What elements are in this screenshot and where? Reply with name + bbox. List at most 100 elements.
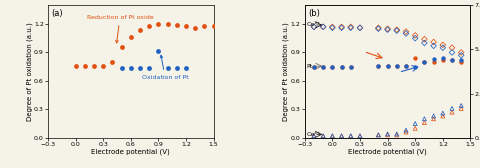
- Point: [164, 66, 171, 69]
- Point: [402, 64, 410, 67]
- Point: [338, 135, 346, 137]
- Text: Pt: Pt: [307, 64, 312, 69]
- Point: [338, 65, 346, 68]
- Point: [319, 65, 327, 68]
- Text: (b): (b): [308, 9, 320, 18]
- Point: [393, 64, 401, 67]
- Point: [411, 57, 419, 59]
- Point: [402, 32, 410, 35]
- Point: [420, 117, 428, 120]
- Point: [118, 66, 125, 69]
- Point: [319, 65, 327, 68]
- Point: [374, 27, 382, 30]
- Point: [420, 42, 428, 44]
- Point: [338, 26, 346, 29]
- Point: [310, 65, 318, 68]
- Point: [356, 135, 364, 137]
- Point: [430, 117, 437, 120]
- Point: [328, 135, 336, 137]
- Point: [136, 66, 144, 69]
- Point: [430, 58, 437, 60]
- Point: [328, 65, 336, 68]
- Point: [430, 115, 437, 117]
- Point: [402, 129, 410, 132]
- Point: [81, 64, 89, 67]
- Point: [319, 135, 327, 137]
- Point: [310, 65, 318, 68]
- Point: [411, 127, 419, 130]
- Point: [108, 61, 116, 63]
- Point: [457, 51, 465, 54]
- Point: [347, 135, 355, 137]
- Point: [439, 57, 446, 59]
- Point: [127, 66, 135, 69]
- Point: [328, 65, 336, 68]
- Point: [430, 45, 437, 47]
- Point: [393, 64, 401, 67]
- Point: [420, 61, 428, 63]
- Point: [420, 61, 428, 63]
- Point: [347, 65, 355, 68]
- Point: [384, 28, 391, 31]
- Point: [192, 26, 199, 29]
- Point: [393, 28, 401, 31]
- Point: [439, 46, 446, 49]
- Point: [118, 45, 125, 48]
- Text: Ce³⁺: Ce³⁺: [307, 23, 321, 27]
- Point: [448, 59, 456, 61]
- Y-axis label: Degree of Pt oxidation (a.u.): Degree of Pt oxidation (a.u.): [26, 22, 33, 121]
- Point: [155, 23, 162, 25]
- Point: [182, 25, 190, 27]
- Point: [136, 28, 144, 31]
- Point: [457, 54, 465, 57]
- Point: [411, 34, 419, 37]
- Point: [328, 135, 336, 137]
- Point: [457, 104, 465, 107]
- Point: [384, 64, 391, 67]
- Text: Ce⁴⁺: Ce⁴⁺: [307, 132, 321, 137]
- Point: [310, 135, 318, 137]
- Point: [384, 64, 391, 67]
- Point: [393, 134, 401, 136]
- Point: [439, 59, 446, 61]
- Point: [393, 29, 401, 32]
- Point: [439, 115, 446, 117]
- Point: [155, 49, 162, 52]
- Point: [356, 26, 364, 29]
- Y-axis label: Degree of Pt oxidation (a.u.): Degree of Pt oxidation (a.u.): [283, 22, 289, 121]
- Point: [72, 64, 80, 67]
- Point: [374, 134, 382, 136]
- Point: [145, 66, 153, 69]
- Point: [439, 44, 446, 46]
- Point: [393, 133, 401, 135]
- Point: [402, 30, 410, 33]
- Point: [145, 25, 153, 27]
- Point: [374, 134, 382, 136]
- Point: [210, 25, 217, 27]
- Point: [384, 133, 391, 135]
- Point: [319, 26, 327, 28]
- Point: [338, 26, 346, 28]
- Point: [347, 26, 355, 29]
- X-axis label: Electrode potential (V): Electrode potential (V): [348, 148, 427, 155]
- X-axis label: Electrode potential (V): Electrode potential (V): [92, 148, 170, 155]
- Point: [99, 64, 107, 67]
- Point: [201, 25, 208, 27]
- Point: [402, 131, 410, 133]
- Point: [319, 26, 327, 28]
- Point: [328, 26, 336, 28]
- Point: [173, 24, 180, 26]
- Point: [374, 64, 382, 67]
- Point: [457, 107, 465, 110]
- Point: [182, 66, 190, 69]
- Point: [411, 65, 419, 68]
- Point: [448, 46, 456, 49]
- Point: [439, 112, 446, 114]
- Point: [402, 64, 410, 67]
- Point: [374, 26, 382, 29]
- Point: [310, 26, 318, 28]
- Point: [164, 23, 171, 25]
- Point: [420, 38, 428, 40]
- Point: [90, 64, 98, 67]
- Point: [347, 26, 355, 28]
